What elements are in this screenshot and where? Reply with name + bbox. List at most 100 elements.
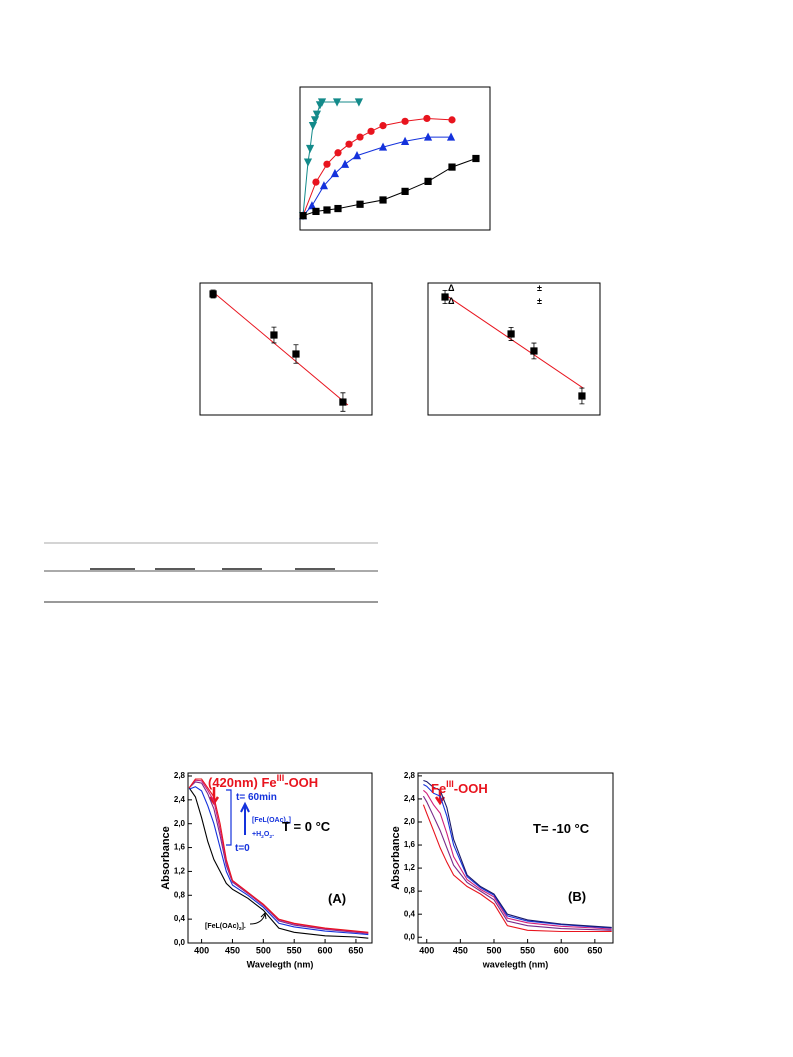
x-tick-label: 450 <box>225 945 240 955</box>
x-tick-label: 600 <box>318 945 333 955</box>
y-axis-label: Absorbance <box>160 826 172 890</box>
y-tick-label: 1,6 <box>404 840 416 849</box>
annotation-part: 2 <box>269 834 272 840</box>
annotation-part: 2 <box>239 926 242 932</box>
bracket <box>226 789 232 846</box>
annotation: ± <box>537 296 542 306</box>
annotation-part: (A) <box>328 891 346 906</box>
series-line <box>423 779 612 928</box>
series-line <box>188 779 369 934</box>
marker <box>312 207 320 216</box>
annotation: +H2O2. <box>252 831 274 840</box>
marker <box>578 392 586 400</box>
marker <box>448 163 456 171</box>
marker <box>292 350 300 358</box>
fit-line <box>212 291 349 406</box>
annotation-part: -OOH <box>284 775 318 790</box>
plot-frame <box>187 772 373 944</box>
annotation-part: (B) <box>568 889 586 904</box>
x-tick-label: 450 <box>453 945 468 955</box>
annotation: Δ <box>448 283 455 293</box>
series-line <box>422 795 612 931</box>
y-tick-label: 2,0 <box>174 819 186 828</box>
plot-frame <box>299 86 491 231</box>
y-axis-label: Absorbance <box>390 826 402 890</box>
series-line <box>302 136 452 217</box>
annotation-part: 2 <box>286 820 289 826</box>
annotation-part: Δ <box>448 283 455 293</box>
marker <box>330 168 340 178</box>
marker <box>367 127 375 135</box>
plot-frame <box>417 772 614 944</box>
annotation-part: t=0 <box>235 843 250 854</box>
series-line <box>188 781 369 935</box>
annotation-part: ]. <box>242 923 246 930</box>
marker <box>401 187 409 195</box>
marker <box>472 154 480 163</box>
marker <box>356 200 364 208</box>
annotation-part: III <box>277 773 285 783</box>
annotation: T = 0 °C <box>282 819 331 834</box>
x-axis-label: wavelegth (nm) <box>482 959 549 969</box>
annotation-part: ] <box>289 817 291 824</box>
annotation-part: . <box>272 831 274 838</box>
y-tick-label: 1,6 <box>174 843 186 852</box>
black-arrow <box>249 911 267 925</box>
x-tick-label: 500 <box>256 945 271 955</box>
annotation-part: ± <box>537 283 542 293</box>
y-tick-label: 2,4 <box>174 795 186 804</box>
x-tick-label: 400 <box>194 945 209 955</box>
x-tick-label: 400 <box>419 945 434 955</box>
y-tick-label: 0,4 <box>404 909 416 918</box>
marker <box>401 117 409 125</box>
x-tick-label: 650 <box>348 945 363 955</box>
y-tick-label: 2,8 <box>174 771 186 780</box>
plot-frame <box>427 282 601 416</box>
marker <box>530 347 538 355</box>
table-rules <box>44 542 378 603</box>
marker <box>312 178 320 186</box>
y-tick-label: 2,0 <box>404 817 416 826</box>
marker <box>209 290 217 298</box>
marker <box>423 114 431 123</box>
marker <box>334 149 342 157</box>
spectrum-arrows <box>208 787 446 925</box>
marker <box>423 132 433 141</box>
y-tick-label: 0,0 <box>174 938 186 947</box>
annotation-part: Δ <box>448 296 455 306</box>
annotation: [FeL(OAc)2]. <box>205 923 246 932</box>
marker <box>323 160 331 168</box>
marker <box>446 132 456 141</box>
annotation-part: III <box>446 779 454 789</box>
y-tick-label: 0,8 <box>404 886 416 895</box>
marker <box>400 136 410 145</box>
series-line <box>423 789 612 930</box>
annotation-part: T = 0 °C <box>282 819 331 834</box>
annotation-part: 2 <box>261 834 264 840</box>
annotation: Δ <box>448 296 455 306</box>
annotation-part: -OOH <box>454 781 488 796</box>
annotation-part: T= -10 °C <box>533 821 590 836</box>
annotation-part: O <box>264 831 270 838</box>
series-line <box>422 804 612 933</box>
x-tick-label: 600 <box>554 945 569 955</box>
annotation: t= 60min <box>236 792 277 803</box>
y-tick-label: 0,4 <box>174 914 186 923</box>
marker <box>305 144 315 154</box>
x-tick-label: 550 <box>287 945 302 955</box>
marker <box>308 122 318 131</box>
series-line <box>188 778 369 933</box>
y-tick-label: 1,2 <box>404 863 416 872</box>
annotation-part: [FeL(OAc) <box>252 817 286 824</box>
marker <box>352 151 362 160</box>
series-line <box>189 786 369 936</box>
marker <box>270 331 278 339</box>
annotation-part: (420nm) Fe <box>208 775 277 790</box>
marker <box>340 159 350 168</box>
marker <box>307 201 317 210</box>
annotation-part: t= 60min <box>236 792 277 803</box>
y-tick-label: 0,0 <box>404 932 416 941</box>
annotation: ± <box>537 283 542 293</box>
annotation: (420nm) FeIII-OOH <box>208 773 318 790</box>
